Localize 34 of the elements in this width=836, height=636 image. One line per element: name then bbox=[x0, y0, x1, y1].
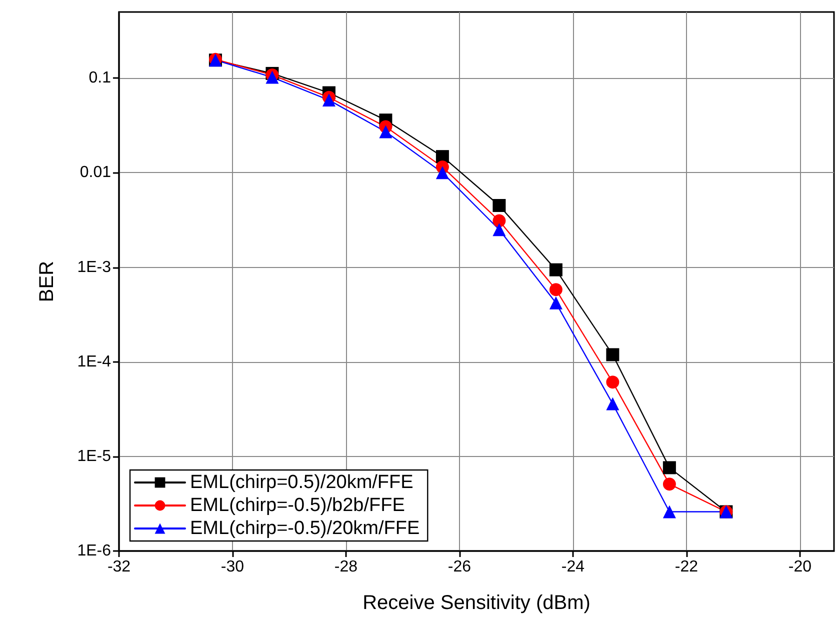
x-tick-label: -24 bbox=[561, 558, 585, 576]
point bbox=[662, 478, 676, 491]
point bbox=[266, 70, 279, 84]
x-tick-label: -28 bbox=[334, 558, 358, 576]
point bbox=[379, 125, 392, 138]
point bbox=[549, 263, 562, 276]
y-tick-label: 1E-5 bbox=[77, 448, 112, 465]
point bbox=[549, 283, 562, 296]
point bbox=[606, 397, 620, 410]
point bbox=[492, 223, 506, 236]
y-tick-label: 0.1 bbox=[88, 70, 112, 87]
point bbox=[322, 94, 336, 107]
x-tick-label: -32 bbox=[107, 558, 131, 576]
x-tick-label: -22 bbox=[674, 558, 698, 576]
legend-label: EML(chirp=-0.5)/20km/FFE bbox=[190, 518, 420, 539]
point bbox=[492, 214, 506, 228]
x-tick-label: -30 bbox=[220, 558, 244, 576]
y-axis-title: BER bbox=[36, 260, 58, 302]
legend-label: EML(chirp=-0.5)/b2b/FFE bbox=[190, 495, 405, 516]
x-tick-label: -26 bbox=[448, 558, 472, 576]
point bbox=[549, 296, 562, 310]
x-tick-label: -20 bbox=[788, 558, 812, 576]
point bbox=[662, 505, 676, 518]
y-tick-label: 1E-6 bbox=[77, 542, 112, 560]
y-tick-label: 1E-3 bbox=[77, 258, 112, 276]
x-axis-title: Receive Sensitivity (dBm) bbox=[362, 592, 590, 614]
point bbox=[492, 198, 506, 212]
point bbox=[436, 166, 449, 180]
point bbox=[662, 461, 676, 474]
y-tick-label: 1E-4 bbox=[77, 353, 112, 370]
point bbox=[606, 376, 620, 389]
point bbox=[606, 348, 620, 362]
y-tick-label: 0.01 bbox=[80, 164, 112, 182]
legend-label: EML(chirp=0.5)/20km/FFE bbox=[190, 472, 414, 493]
